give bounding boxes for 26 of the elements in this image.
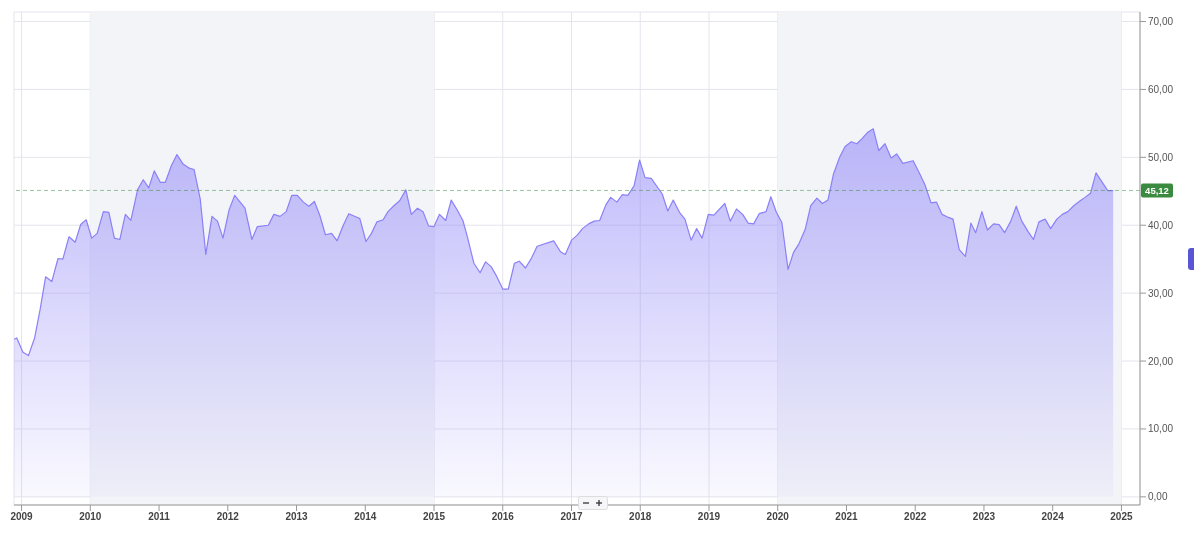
x-tick-label: 2018: [629, 511, 652, 523]
y-tick-label: 30,00: [1148, 287, 1174, 299]
x-tick-label: 2019: [697, 511, 721, 523]
x-tick-label: 2014: [354, 511, 377, 523]
x-tick-label: 2023: [972, 511, 996, 523]
y-tick-label: 50,00: [1148, 151, 1174, 163]
ref-line-label: 45,12: [1145, 184, 1169, 196]
x-tick-label: 2017: [560, 511, 584, 523]
x-tick-label: 2022: [904, 511, 927, 523]
x-tick-label: 2016: [491, 511, 515, 523]
x-tick-label: 2025: [1110, 511, 1133, 523]
x-tick-label: 2020: [766, 511, 790, 523]
x-tick-label: 2011: [148, 511, 171, 523]
y-tick-label: 60,00: [1148, 83, 1174, 95]
x-tick-label: 2009: [10, 511, 34, 523]
x-tick-label: 2013: [285, 511, 309, 523]
y-tick-label: 0,00: [1148, 491, 1168, 503]
y-tick-label: 20,00: [1148, 355, 1174, 367]
x-tick-label: 2012: [216, 511, 240, 523]
y-tick-label: 40,00: [1148, 219, 1174, 231]
y-tick-label: 10,00: [1148, 423, 1174, 435]
x-tick-label: 2015: [422, 511, 446, 523]
x-tick-label: 2021: [835, 511, 859, 523]
y-tick-label: 70,00: [1148, 16, 1174, 28]
x-tick-label: 2010: [79, 511, 102, 523]
x-tick-label: 2024: [1041, 511, 1065, 523]
